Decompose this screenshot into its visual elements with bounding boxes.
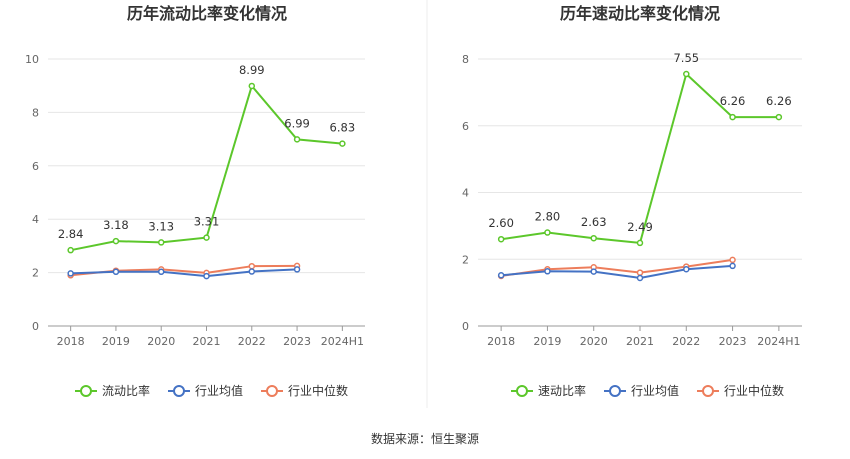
data-point [248,82,256,90]
x-tick-label: 2021 [193,335,221,348]
x-tick-label: 2024H1 [321,335,364,348]
data-point [497,272,505,279]
data-point [636,269,644,276]
data-label: 6.26 [720,94,746,108]
data-point [729,256,736,264]
legend-item[interactable]: 流动比率 [75,383,150,398]
y-tick-label: 6 [462,120,469,133]
legend-item[interactable]: 行业中位数 [697,383,784,398]
legend-item[interactable]: 速动比率 [511,383,586,398]
data-point [729,113,736,121]
data-point [544,229,551,236]
y-tick-label: 2 [462,253,469,266]
y-tick-label: 10 [25,53,39,66]
data-point [248,262,256,270]
data-point [112,237,120,245]
data-label: 3.18 [103,218,129,232]
x-tick-label: 2020 [580,335,608,348]
data-point [590,234,597,242]
data-point [248,268,256,275]
x-tick-label: 2018 [57,335,85,348]
data-point [683,266,690,273]
legend-label: 速动比率 [538,383,586,398]
data-point [729,262,736,270]
legend-item[interactable]: 行业中位数 [261,383,348,398]
data-point [67,270,74,277]
data-label: 2.60 [488,216,514,230]
chart-title: 历年流动比率变化情况 [127,4,287,23]
series-line-industry-median [501,258,733,277]
data-point [544,268,551,275]
data-label: 7.55 [673,51,699,65]
legend-label: 行业中位数 [724,383,784,398]
x-tick-label: 2021 [626,335,654,348]
data-point [497,235,505,243]
y-tick-label: 6 [32,160,39,173]
x-tick-label: 2020 [147,335,175,348]
legend-marker-icon [80,385,92,397]
data-point [293,266,301,273]
data-point [67,246,74,254]
data-label: 3.31 [194,215,220,229]
y-tick-label: 8 [32,106,39,119]
data-point [339,140,346,147]
legend-label: 流动比率 [102,383,150,398]
legend-marker-icon [516,385,528,397]
data-label: 2.63 [581,215,607,229]
data-point [636,239,644,247]
data-label: 2.49 [627,220,653,234]
data-point [293,136,301,143]
y-tick-label: 4 [462,187,469,200]
data-label: 2.84 [58,227,84,241]
data-label: 6.26 [766,94,792,108]
legend-marker-icon [173,385,185,397]
y-tick-label: 2 [32,267,39,280]
legend-label: 行业均值 [631,383,679,398]
y-tick-label: 4 [32,213,39,226]
legend-label: 行业均值 [195,383,243,398]
legend-item[interactable]: 行业均值 [604,383,679,398]
data-label: 8.99 [239,63,265,77]
legend-item[interactable]: 行业均值 [168,383,243,398]
current-ratio-chart: 历年流动比率变化情况 0 2 4 6 8 10 2018 2019 2020 2021 2022 202… [25,4,365,398]
series-line-industry-mean [501,264,733,279]
data-point [157,239,165,246]
legend-marker-icon [609,385,621,397]
legend-label: 行业中位数 [288,383,348,398]
data-point [590,268,597,275]
series-line-industry-mean [70,268,298,278]
data-label: 2.80 [535,210,561,224]
data-label: 6.99 [284,116,310,130]
data-point [683,70,690,78]
data-label: 6.83 [330,121,356,135]
chart-title: 历年速动比率变化情况 [560,4,720,23]
source-note: 数据来源：恒生聚源 [370,432,479,446]
x-tick-label: 2024H1 [757,335,800,348]
x-tick-label: 2023 [283,335,311,348]
data-point [203,272,210,280]
legend-marker-icon [266,385,278,397]
data-point [157,268,165,276]
x-tick-label: 2022 [238,335,266,348]
data-point [203,234,210,241]
x-tick-label: 2019 [102,335,130,348]
data-point [775,113,783,121]
data-point [112,268,120,276]
x-tick-label: 2022 [672,335,700,348]
x-tick-label: 2018 [487,335,515,348]
x-tick-label: 2023 [719,335,747,348]
x-tick-label: 2019 [533,335,561,348]
quick-ratio-chart: 历年速动比率变化情况 0 2 4 6 8 2018 2019 2020 2021 2022 2023 2… [462,4,802,398]
y-tick-label: 0 [32,320,39,333]
data-point [636,274,644,282]
data-label: 3.13 [148,219,174,233]
legend-marker-icon [702,385,714,397]
y-tick-label: 0 [462,320,469,333]
y-tick-label: 8 [462,53,469,66]
